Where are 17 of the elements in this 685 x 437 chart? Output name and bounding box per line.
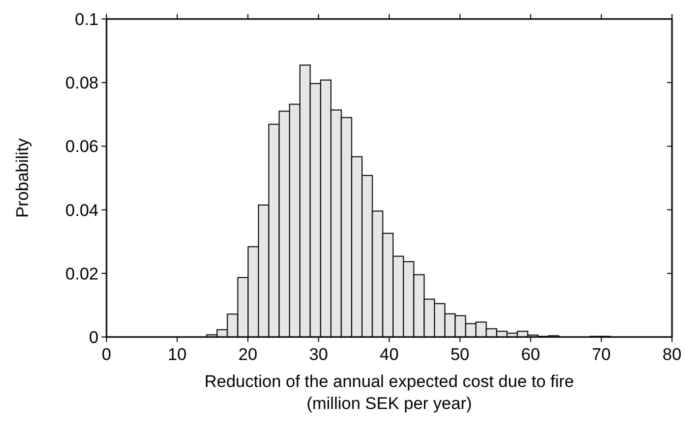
x-tick-label: 10 bbox=[168, 345, 187, 364]
y-tick-label: 0 bbox=[89, 328, 98, 347]
x-tick-label: 20 bbox=[238, 345, 258, 364]
x-tick-label: 40 bbox=[380, 345, 399, 364]
x-tick-label: 0 bbox=[102, 345, 112, 364]
y-tick-label: 0.08 bbox=[65, 74, 98, 93]
x-tick-label: 70 bbox=[592, 345, 611, 364]
y-tick-label: 0.02 bbox=[65, 264, 98, 284]
x-tick-label: 80 bbox=[662, 345, 682, 364]
y-tick-label: 0.06 bbox=[65, 137, 98, 156]
x-tick-label: 50 bbox=[450, 345, 470, 364]
y-tick-label: 0.04 bbox=[65, 200, 98, 220]
x-tick-label: 60 bbox=[521, 345, 540, 364]
x-axis-title: Reduction of the annual expected cost due to fire (million SEK per year) bbox=[204, 372, 574, 413]
y-tick-label: 0.1 bbox=[74, 10, 98, 29]
y-axis-title: Probability bbox=[13, 138, 32, 218]
x-tick-label: 30 bbox=[309, 345, 328, 364]
